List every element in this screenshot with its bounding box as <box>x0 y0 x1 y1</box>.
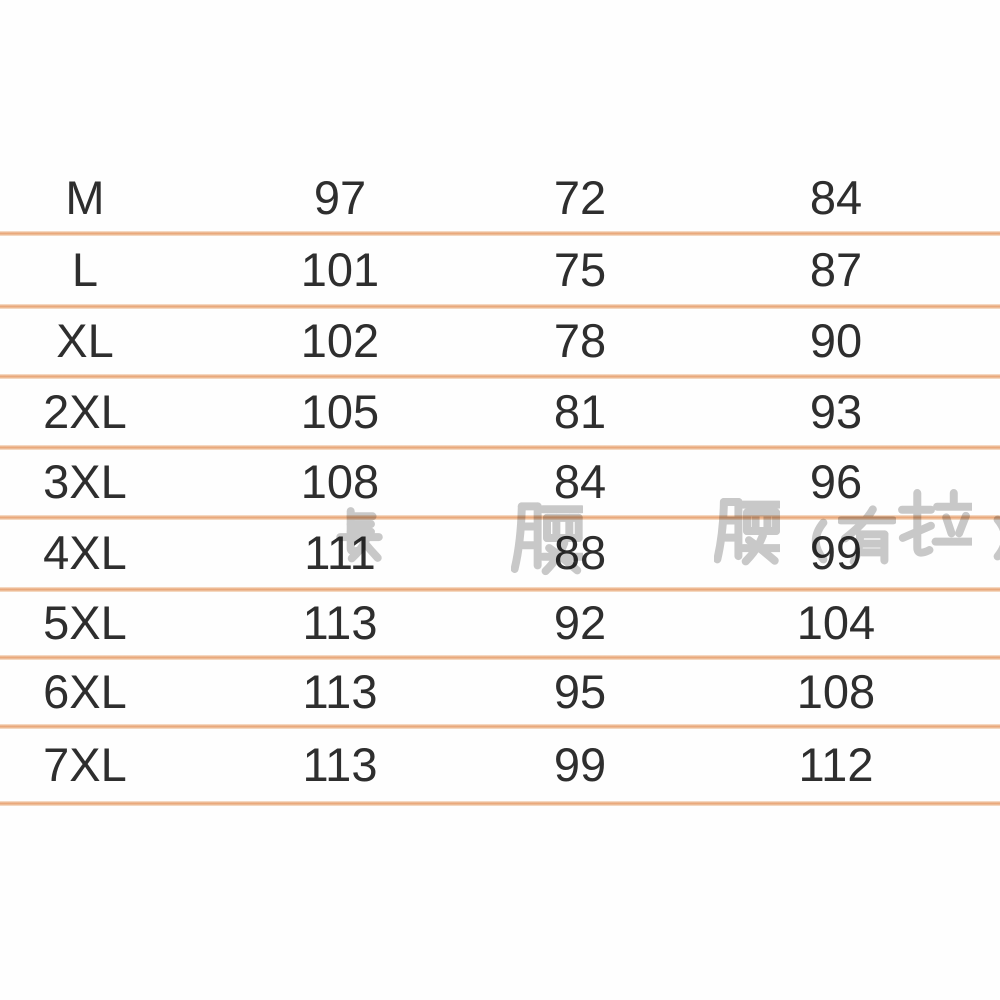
table-row: L 101 75 87 <box>0 235 1000 305</box>
row-divider <box>0 304 1000 309</box>
row-divider <box>0 801 1000 806</box>
row-divider <box>0 515 1000 520</box>
row-divider <box>0 445 1000 450</box>
value-cell: 96 <box>809 455 863 508</box>
table-row: 5XL 113 92 104 <box>0 588 1000 658</box>
size-label: 4XL <box>43 526 127 579</box>
value-cell: 113 <box>302 665 378 718</box>
row-divider <box>0 231 1000 236</box>
row-divider <box>0 374 1000 379</box>
value-cell: 90 <box>809 314 863 367</box>
value-cell: 111 <box>304 526 376 579</box>
value-cell: 113 <box>302 738 378 791</box>
value-cell: 112 <box>798 738 874 791</box>
value-cell: 102 <box>300 314 380 367</box>
value-cell: 75 <box>553 243 607 296</box>
size-label: 6XL <box>43 665 127 718</box>
table-row: 2XL 105 81 93 <box>0 377 1000 447</box>
table-row: 3XL 108 84 96 <box>0 447 1000 517</box>
value-cell: 99 <box>809 526 863 579</box>
value-cell: 104 <box>796 596 876 649</box>
table-row: 7XL 113 99 112 <box>0 730 1000 800</box>
value-cell: 99 <box>553 738 607 791</box>
size-label: XL <box>56 314 114 367</box>
value-cell: 78 <box>553 314 607 367</box>
value-cell: 108 <box>300 455 380 508</box>
value-cell: 105 <box>300 385 380 438</box>
value-cell: 84 <box>553 455 607 508</box>
value-cell: 108 <box>796 665 876 718</box>
size-label: 7XL <box>43 738 127 791</box>
value-cell: 97 <box>313 171 367 224</box>
table-row: M 97 72 84 <box>0 163 1000 233</box>
value-cell: 92 <box>553 596 607 649</box>
size-label: M <box>65 171 105 224</box>
table-row: 4XL 111 88 99 <box>0 518 1000 588</box>
row-divider <box>0 587 1000 592</box>
size-label: 2XL <box>43 385 127 438</box>
value-cell: 72 <box>553 171 607 224</box>
value-cell: 88 <box>553 526 607 579</box>
value-cell: 87 <box>809 243 863 296</box>
size-label: 5XL <box>43 596 127 649</box>
value-cell: 113 <box>302 596 378 649</box>
size-label: L <box>71 243 99 296</box>
table-row: 6XL 113 95 108 <box>0 657 1000 727</box>
table-row: XL 102 78 90 <box>0 306 1000 376</box>
value-cell: 101 <box>300 243 380 296</box>
row-divider <box>0 724 1000 729</box>
value-cell: 81 <box>553 385 607 438</box>
value-cell: 93 <box>809 385 863 438</box>
value-cell: 84 <box>809 171 863 224</box>
value-cell: 95 <box>553 665 607 718</box>
row-divider <box>0 655 1000 660</box>
size-label: 3XL <box>43 455 127 508</box>
